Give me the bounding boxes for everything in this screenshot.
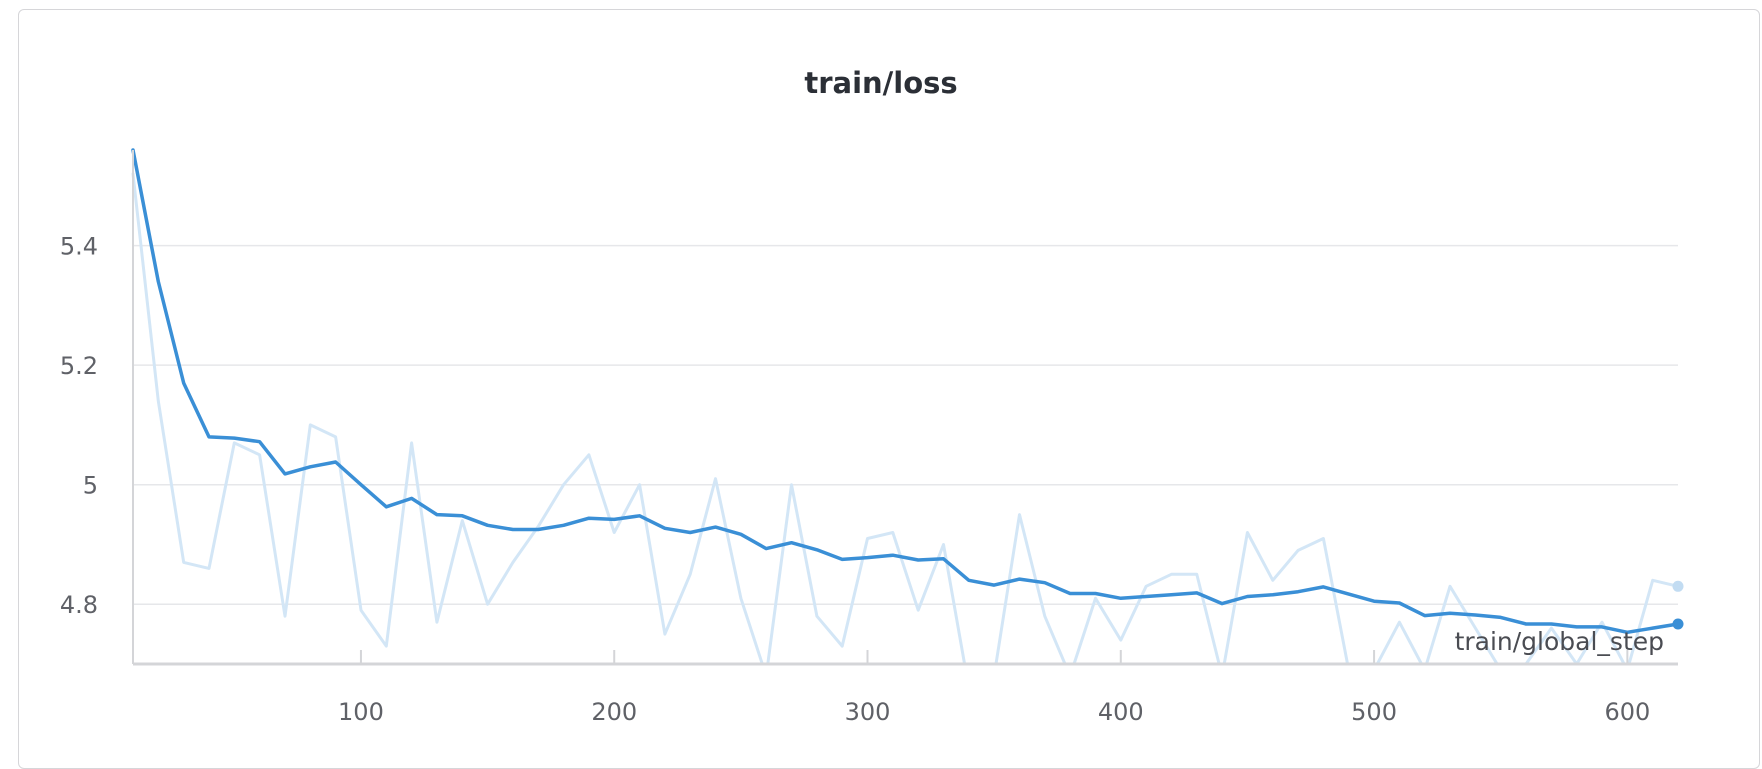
y-tick-label: 5.4 xyxy=(60,233,98,261)
y-axis-ticks: 4.8 5 5.2 5.4 xyxy=(60,233,98,620)
series-group xyxy=(131,148,1680,664)
x-axis: 100 200 300 400 500 600 xyxy=(132,150,1678,726)
chart-title: train/loss xyxy=(804,66,958,100)
x-tick-label: 500 xyxy=(1351,698,1397,726)
y-tick-label: 5 xyxy=(83,472,98,500)
smoothed-loss-line xyxy=(131,148,1680,635)
smoothed-end-point xyxy=(1672,618,1684,630)
x-axis-label: train/global_step xyxy=(1455,627,1664,656)
plot-area xyxy=(131,148,1684,664)
x-tick-label: 600 xyxy=(1604,698,1650,726)
raw-end-point xyxy=(1672,580,1684,592)
x-tick-label: 400 xyxy=(1098,698,1144,726)
y-tick-label: 5.2 xyxy=(60,352,98,380)
grid-lines xyxy=(133,244,1678,605)
x-tick-label: 300 xyxy=(845,698,891,726)
x-tick-label: 200 xyxy=(591,698,637,726)
chart-panel xyxy=(18,9,1760,769)
x-tick-label: 100 xyxy=(338,698,384,726)
y-tick-label: 4.8 xyxy=(60,591,98,619)
raw-loss-line xyxy=(131,172,1680,664)
